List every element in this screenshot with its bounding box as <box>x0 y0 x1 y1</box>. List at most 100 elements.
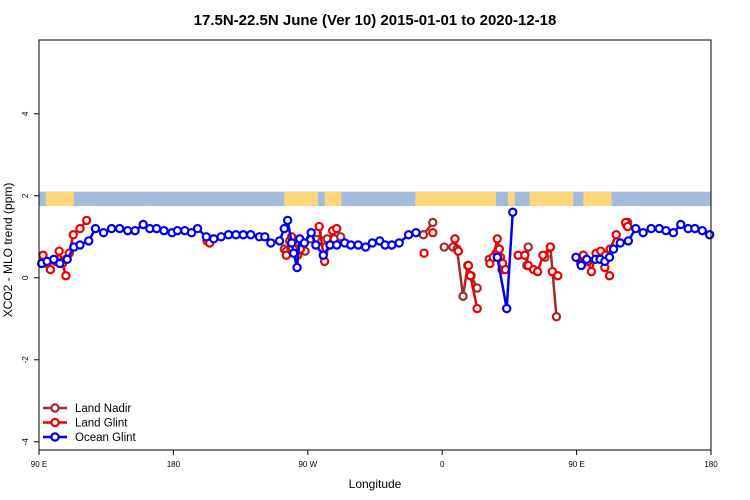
ocean-glint-point <box>411 227 421 238</box>
ocean-glint-point <box>209 234 219 244</box>
land-glint-point <box>586 266 597 277</box>
ocean-glint-point <box>615 238 625 248</box>
land-glint-point <box>68 230 78 240</box>
ocean-glint-point <box>84 236 94 246</box>
land-glint-point <box>532 266 543 277</box>
ocean-glint-point <box>90 223 101 234</box>
ocean-glint-point <box>387 240 397 250</box>
ocean-glint-point <box>318 250 328 260</box>
x-axis: 90 E 180 90 W 0 90 E 180 <box>31 450 718 469</box>
ocean-glint-point <box>346 240 356 250</box>
land-glint-point <box>61 271 71 281</box>
y-tick-label: -2 <box>21 356 30 364</box>
land-glint-point <box>622 221 633 232</box>
y-tick-label: 4 <box>21 111 30 116</box>
x-tick-label: 90 W <box>298 460 317 469</box>
legend-marker-land-glint <box>50 417 60 428</box>
land-glint-point <box>82 215 92 226</box>
land-patch <box>284 191 318 207</box>
land-glint-point <box>314 221 324 232</box>
land-nadir-point <box>523 242 533 252</box>
y-tick-label: 2 <box>21 193 30 198</box>
ocean-glint-point <box>676 219 686 230</box>
land-glint-point <box>494 244 505 254</box>
ocean-glint-point <box>286 238 297 248</box>
ocean-glint-point <box>106 223 117 234</box>
y-tick-label: -4 <box>21 438 30 446</box>
x-tick-label: 180 <box>167 460 181 469</box>
series-land-glint <box>38 215 633 314</box>
series-ocean-glint <box>36 207 715 314</box>
y-axis: -4 -2 0 2 4 <box>21 111 39 445</box>
land-patch <box>415 191 496 207</box>
land-sea-mask-strip <box>39 191 711 207</box>
ocean-glint-point <box>508 207 518 217</box>
land-glint-point <box>611 230 621 240</box>
ocean-glint-point <box>638 227 648 238</box>
ocean-glint-point <box>306 227 316 238</box>
land-glint-point <box>75 223 85 234</box>
series-layer <box>36 207 715 322</box>
land-patch <box>324 191 342 207</box>
legend-label-land-nadir: Land Nadir <box>75 403 131 415</box>
ocean-glint-point <box>292 262 302 273</box>
land-nadir-point <box>439 242 449 252</box>
ocean-glint-point <box>604 252 615 262</box>
ocean-glint-point <box>98 227 109 238</box>
land-nadir-point <box>428 217 438 228</box>
land-nadir-point <box>458 291 468 301</box>
ocean-glint-point <box>571 252 581 262</box>
ocean-glint-point <box>192 223 203 234</box>
ocean-glint-point <box>123 225 133 236</box>
land-glint-point <box>520 250 530 260</box>
legend: Land Nadir Land Glint Ocean Glint <box>43 403 137 444</box>
ocean-glint-point <box>311 240 321 250</box>
ocean-glint-point <box>159 225 169 236</box>
ocean-glint-point <box>260 232 270 242</box>
land-glint-point <box>463 260 474 271</box>
ocean-glint-point <box>279 223 289 234</box>
ocean-glint-point <box>186 227 197 238</box>
ocean-glint-point <box>238 230 248 240</box>
ocean-glint-point <box>62 254 72 265</box>
ocean-glint-point <box>360 242 371 252</box>
y-tick-label: 0 <box>21 275 30 280</box>
ocean-glint-point <box>576 260 587 271</box>
ocean-glint-point <box>631 223 641 234</box>
land-nadir-point <box>418 230 429 240</box>
land-glint-point <box>331 223 342 234</box>
ocean-glint-point <box>331 240 342 250</box>
ocean-glint-point <box>661 225 671 236</box>
ocean-glint-point <box>502 303 512 314</box>
y-axis-label: XCO2 - MLO trend (ppm) <box>1 183 15 318</box>
ocean-glint-point <box>394 238 404 248</box>
ocean-glint-point <box>492 252 503 262</box>
x-tick-label: 0 <box>440 460 445 469</box>
land-glint-point <box>465 271 476 281</box>
land-glint-point <box>553 271 563 281</box>
land-glint-point <box>472 303 482 314</box>
ocean-glint-point <box>704 230 715 240</box>
ocean-glint-point <box>266 238 276 248</box>
ocean-glint-point <box>201 232 212 242</box>
land-glint-point <box>419 248 429 258</box>
land-patch <box>529 191 574 207</box>
ocean-glint-point <box>114 223 125 234</box>
land-glint-point <box>545 242 556 252</box>
ocean-glint-point <box>668 227 679 238</box>
land-glint-point <box>281 250 291 260</box>
ocean-glint-point <box>231 230 241 240</box>
ocean-glint-point <box>130 225 140 236</box>
legend-marker-land-nadir <box>50 403 60 413</box>
land-glint-line <box>54 249 68 277</box>
ocean-glint-point <box>608 244 619 254</box>
ocean-glint-point <box>49 254 59 265</box>
land-glint-point <box>45 264 56 275</box>
ocean-glint-point <box>353 240 363 250</box>
ocean-glint-point <box>299 238 310 248</box>
land-glint-point <box>604 271 615 281</box>
land-glint-point <box>453 246 464 256</box>
ocean-glint-point <box>245 230 256 240</box>
ocean-glint-point <box>403 230 414 240</box>
